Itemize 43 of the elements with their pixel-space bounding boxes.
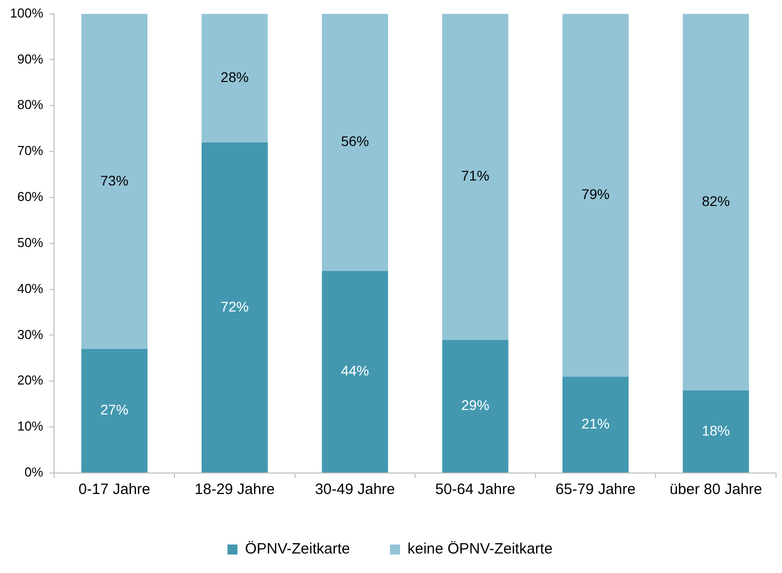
y-tick-label: 90% bbox=[17, 51, 44, 66]
data-label: 27% bbox=[100, 402, 128, 418]
y-tick-label: 70% bbox=[17, 143, 44, 158]
y-tick-label: 60% bbox=[17, 189, 44, 204]
y-tick-label: 10% bbox=[17, 418, 44, 434]
y-tick-label: 100% bbox=[10, 5, 44, 20]
bar bbox=[202, 142, 268, 472]
x-tick-label: 50-64 Jahre bbox=[435, 481, 516, 498]
y-tick-label: 50% bbox=[17, 234, 44, 250]
x-tick-label: 18-29 Jahre bbox=[194, 481, 275, 498]
data-label: 79% bbox=[582, 186, 610, 202]
y-tick-label: 80% bbox=[17, 97, 44, 112]
bar bbox=[562, 376, 629, 472]
bar bbox=[81, 349, 148, 472]
data-label: 71% bbox=[461, 168, 490, 184]
bar bbox=[682, 14, 749, 390]
data-label: 18% bbox=[702, 422, 730, 438]
x-tick-label: 0-17 Jahre bbox=[78, 481, 150, 498]
data-label: 44% bbox=[340, 362, 369, 379]
bar bbox=[202, 14, 268, 142]
y-tick-label: 20% bbox=[17, 372, 44, 388]
bar bbox=[322, 14, 388, 271]
x-tick-label: 65-79 Jahre bbox=[556, 481, 636, 498]
data-label: 82% bbox=[702, 192, 730, 209]
data-label: 29% bbox=[461, 397, 490, 414]
legend-label: ÖPNV-Zeitkarte bbox=[244, 540, 350, 558]
bar bbox=[682, 390, 749, 472]
data-label: 72% bbox=[220, 298, 249, 314]
data-label: 21% bbox=[582, 415, 610, 432]
y-tick-label: 40% bbox=[17, 280, 44, 296]
data-label: 28% bbox=[220, 68, 249, 85]
data-label: 56% bbox=[340, 133, 369, 150]
bar bbox=[81, 14, 148, 350]
y-tick-label: 0% bbox=[24, 464, 44, 480]
bar bbox=[442, 14, 508, 340]
legend-label: keine ÖPNV-Zeitkarte bbox=[407, 540, 553, 558]
data-label: 73% bbox=[100, 172, 128, 188]
y-tick-label: 30% bbox=[17, 326, 44, 342]
x-tick-label: 30-49 Jahre bbox=[314, 481, 396, 498]
x-tick-label: über 80 Jahre bbox=[670, 481, 762, 498]
bar bbox=[442, 340, 508, 472]
bar bbox=[562, 14, 629, 377]
bar bbox=[322, 270, 388, 472]
